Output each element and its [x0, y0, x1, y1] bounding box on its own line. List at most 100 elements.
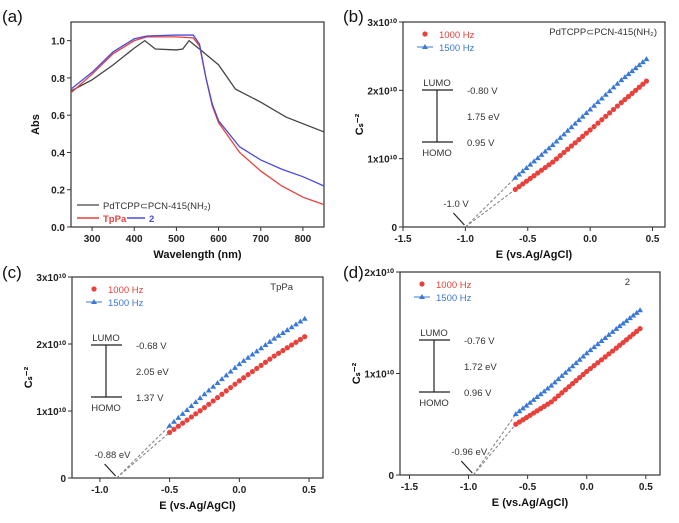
data-point-0	[587, 127, 593, 133]
data-point-0	[595, 120, 601, 126]
panel-label: (a)	[2, 7, 23, 26]
extrapolation-line	[465, 188, 516, 228]
legend-marker	[419, 294, 425, 299]
x-tick-label: 800	[295, 234, 312, 245]
legend-label: 1500 Hz	[108, 298, 144, 309]
y-tick-label: 0.8	[51, 74, 65, 85]
data-point-0	[193, 411, 199, 417]
data-point-0	[538, 167, 545, 173]
data-point-0	[636, 84, 642, 90]
data-point-0	[284, 345, 290, 351]
data-point-1	[538, 151, 545, 157]
data-point-1	[184, 406, 191, 412]
data-point-1	[625, 71, 632, 77]
data-point-1	[637, 307, 644, 313]
legend-marker	[91, 299, 97, 304]
data-point-1	[170, 418, 177, 424]
plot-frame	[71, 276, 324, 479]
data-point-1	[598, 95, 605, 101]
data-point-0	[569, 381, 576, 387]
x-tick-label: -0.5	[519, 482, 537, 493]
data-point-0	[565, 146, 571, 152]
homo-label: HOMO	[419, 398, 449, 409]
data-point-1	[534, 155, 541, 161]
data-point-0	[603, 113, 609, 119]
data-point-1	[519, 405, 526, 411]
y-tick-label: 1x10¹⁰	[36, 407, 66, 418]
data-point-1	[231, 364, 238, 370]
data-point-1	[602, 91, 609, 97]
data-point-1	[616, 323, 623, 329]
y-axis-label: Cₛ⁻²	[354, 113, 366, 135]
x-tick-label: 600	[210, 234, 227, 245]
x-axis-label: Wavelength (nm)	[153, 249, 242, 261]
legend-marker	[422, 44, 428, 49]
x-tick-label: 0.0	[580, 482, 594, 493]
data-point-0	[568, 143, 575, 149]
data-point-0	[188, 414, 194, 420]
data-point-0	[580, 133, 586, 139]
data-point-0	[297, 336, 303, 343]
data-point-1	[553, 138, 560, 144]
data-point-1	[572, 120, 579, 126]
data-point-1	[519, 168, 526, 174]
data-point-1	[512, 411, 519, 417]
x-tick-label: -1.5	[401, 482, 419, 493]
x-axis-label: E (vs.Ag/AgCl)	[492, 497, 569, 509]
data-point-1	[236, 361, 243, 367]
panel-label: (d)	[343, 263, 364, 282]
data-point-0	[167, 429, 173, 436]
homo-value: 1.37 V	[136, 393, 164, 404]
data-point-0	[245, 372, 251, 378]
data-point-1	[633, 309, 640, 315]
data-point-0	[171, 426, 177, 432]
data-point-0	[214, 395, 221, 401]
panel-label: (c)	[2, 263, 22, 282]
data-point-0	[614, 103, 621, 109]
data-point-1	[606, 88, 613, 94]
data-point-0	[610, 106, 617, 113]
intercept-label: -0.88 eV	[95, 450, 132, 461]
data-point-1	[266, 338, 273, 344]
data-point-0	[637, 325, 643, 332]
homo-value: 0.96 V	[464, 388, 492, 399]
data-point-1	[549, 142, 556, 147]
data-point-0	[561, 149, 567, 156]
data-point-0	[557, 153, 563, 159]
data-point-0	[576, 137, 582, 143]
data-point-0	[531, 173, 537, 179]
data-point-1	[639, 59, 646, 65]
x-tick-label: -1.0	[460, 482, 478, 493]
data-point-1	[530, 396, 537, 402]
data-point-0	[280, 347, 286, 354]
data-point-1	[564, 127, 571, 133]
x-tick-label: -1.5	[394, 234, 412, 245]
data-point-1	[175, 414, 182, 420]
data-point-0	[599, 117, 605, 123]
data-point-1	[253, 348, 260, 354]
data-point-1	[545, 145, 552, 151]
series-line-2	[70, 34, 325, 187]
data-point-1	[218, 376, 225, 382]
legend-marker	[419, 281, 425, 287]
x-tick-label: 400	[126, 234, 143, 245]
band-gap-value: 1.75 eV	[467, 112, 500, 123]
data-point-0	[591, 123, 597, 130]
data-point-1	[591, 102, 598, 108]
data-point-1	[544, 385, 551, 391]
data-point-0	[512, 186, 518, 193]
data-point-0	[232, 381, 238, 387]
y-axis-label: Cₛ⁻²	[23, 366, 35, 388]
data-point-0	[633, 87, 639, 93]
extrapolation-line	[116, 432, 170, 479]
data-point-0	[228, 384, 234, 391]
chart-title: TpPa	[270, 282, 293, 293]
data-point-1	[587, 106, 594, 112]
data-point-1	[621, 74, 628, 80]
data-point-0	[275, 350, 282, 356]
data-point-1	[583, 110, 590, 116]
x-tick-label: 0.5	[646, 234, 660, 245]
x-tick-label: 700	[252, 234, 269, 245]
data-point-0	[206, 401, 212, 407]
